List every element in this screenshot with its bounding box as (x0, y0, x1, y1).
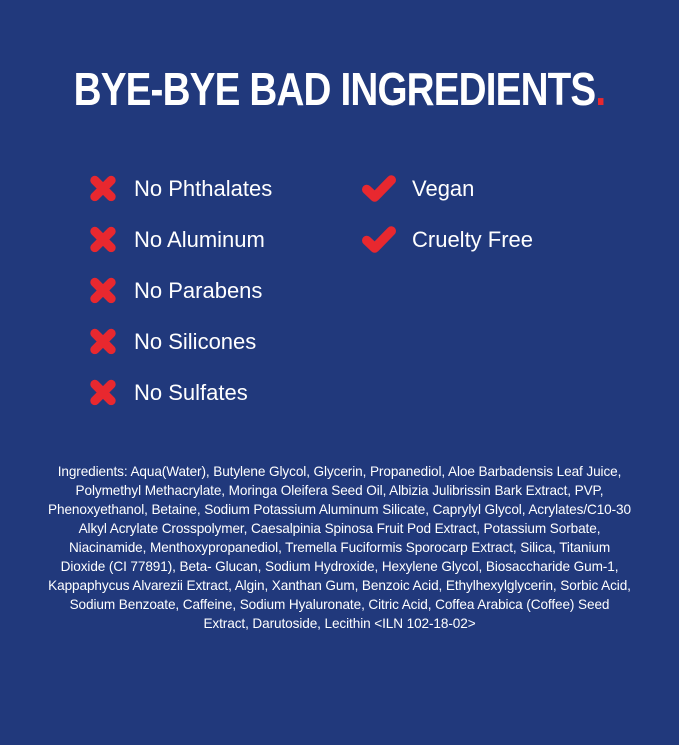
list-item: No Sulfates (88, 367, 362, 418)
headline-text-wrap: BYE-BYE BAD INGREDIENTS. (74, 66, 606, 112)
check-icon (362, 175, 396, 202)
page-title: BYE-BYE BAD INGREDIENTS. (0, 66, 679, 113)
list-item: No Aluminum (88, 214, 362, 265)
x-icon (88, 327, 118, 356)
included-claims-column: Vegan Cruelty Free (362, 163, 679, 418)
list-item-label: No Phthalates (134, 175, 273, 201)
x-icon (88, 174, 118, 203)
ingredients-text: Ingredients: Aqua(Water), Butylene Glyco… (48, 464, 631, 631)
list-item-label: No Silicones (134, 328, 257, 354)
headline-period: . (595, 63, 606, 115)
list-item-label: Cruelty Free (412, 226, 534, 252)
check-icon (362, 226, 396, 253)
x-icon (88, 225, 118, 254)
list-item-label: No Aluminum (134, 226, 265, 252)
x-icon (88, 378, 118, 407)
list-item-label: Vegan (412, 175, 475, 201)
excluded-ingredients-column: No Phthalates No Aluminum No Parabens No… (0, 163, 362, 418)
list-item: Vegan (362, 163, 679, 214)
list-item: Cruelty Free (362, 214, 679, 265)
list-item: No Phthalates (88, 163, 362, 214)
list-item: No Silicones (88, 316, 362, 367)
headline-text: BYE-BYE BAD INGREDIENTS (73, 63, 597, 115)
list-item: No Parabens (88, 265, 362, 316)
list-item-label: No Sulfates (134, 379, 248, 405)
x-icon (88, 276, 118, 305)
list-item-label: No Parabens (134, 277, 263, 303)
checklist-columns: No Phthalates No Aluminum No Parabens No… (0, 163, 679, 418)
product-infographic: BYE-BYE BAD INGREDIENTS. No Phthalates N… (0, 66, 679, 745)
